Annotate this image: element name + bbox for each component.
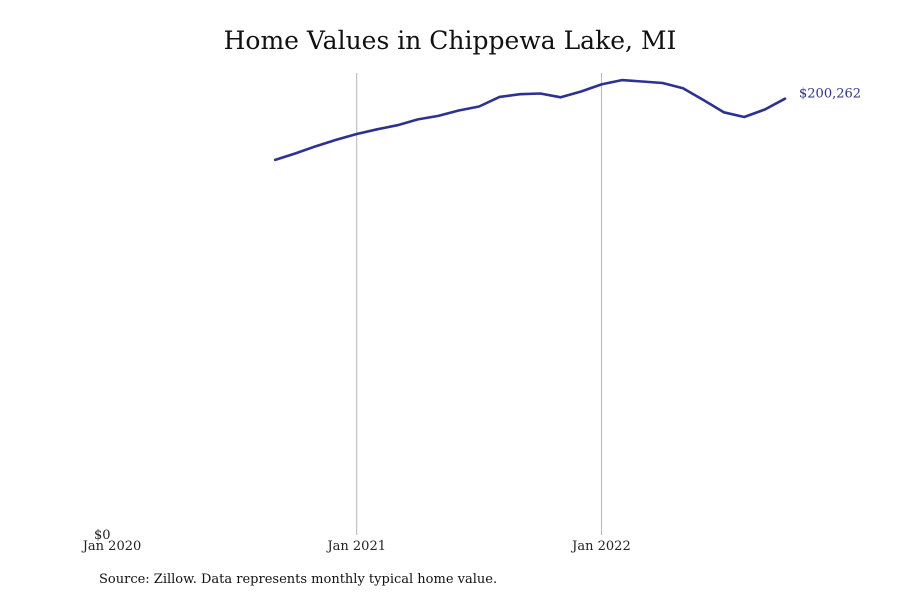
source-note: Source: Zillow. Data represents monthly …	[99, 572, 498, 587]
chart-title: Home Values in Chippewa Lake, MI	[223, 26, 677, 55]
end-value-label: $200,262	[799, 87, 861, 102]
x-tick-label: Jan 2021	[325, 539, 386, 554]
x-tick-label: Jan 2022	[570, 539, 631, 554]
series-line	[273, 78, 787, 162]
tick-labels: Jan 2020 Jan 2021 Jan 2022 $0	[81, 528, 631, 554]
x-tick-label: Jan 2020	[81, 539, 142, 554]
series-layer	[273, 78, 787, 162]
grid-lines	[356, 73, 602, 535]
y-tick-label: $0	[94, 528, 111, 543]
data-labels: $200,262	[799, 87, 861, 102]
